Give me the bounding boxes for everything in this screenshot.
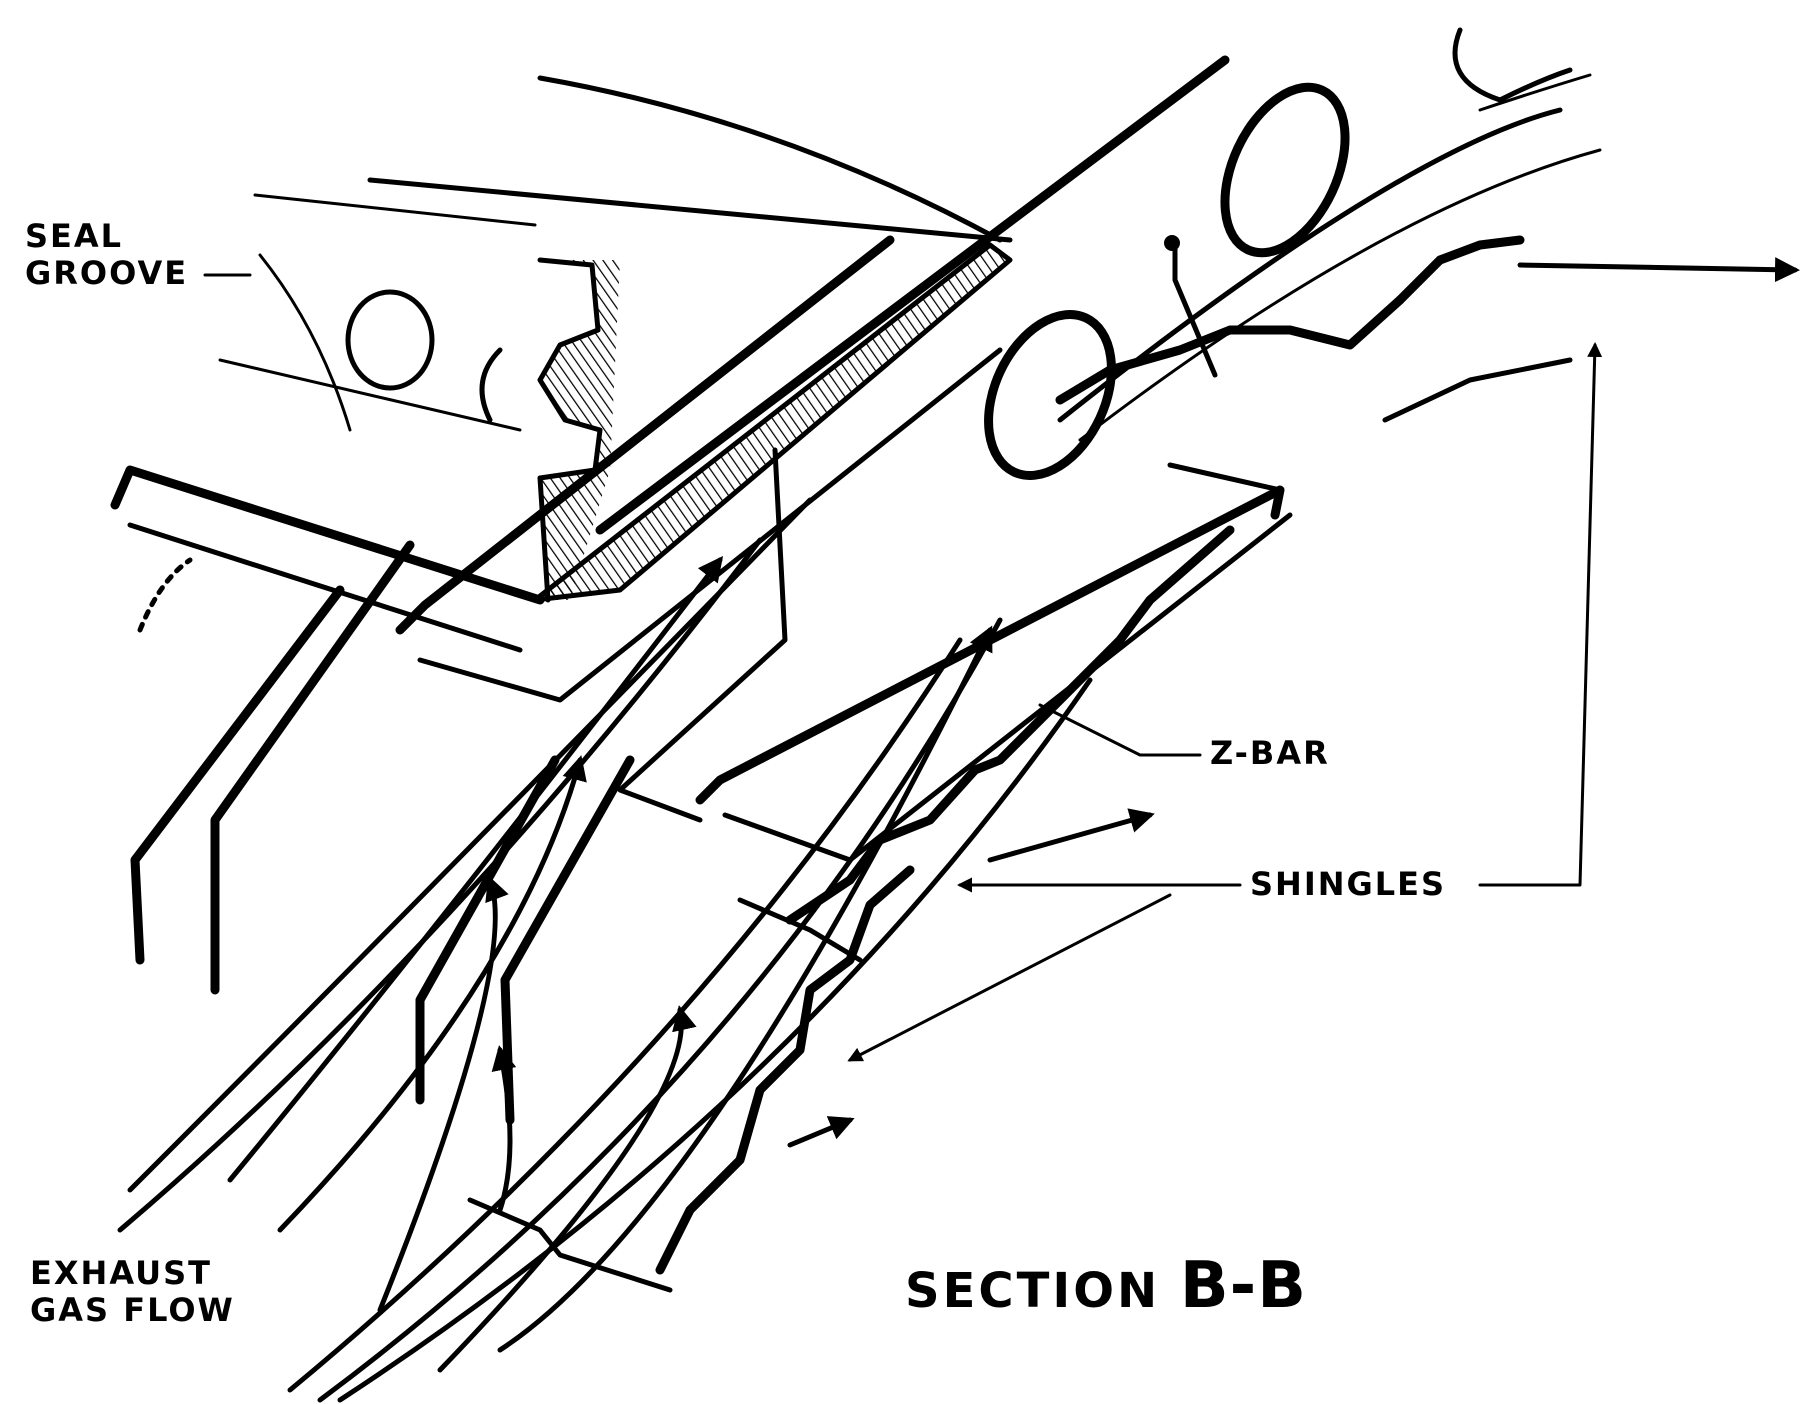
section-title: SECTION B-B <box>905 1249 1308 1324</box>
shingle-edges <box>467 235 1573 1293</box>
z-bar-strips <box>110 235 1293 863</box>
flow-curves <box>117 497 1093 1403</box>
exhaust-gas-flow-label: EXHAUST GAS FLOW <box>30 1255 235 1329</box>
vertical-fins <box>130 447 788 1125</box>
dotted-lines <box>137 557 193 633</box>
section-word: SECTION <box>905 1263 1161 1319</box>
leader-lines <box>203 253 1603 1062</box>
shingles-label: SHINGLES <box>1250 865 1447 903</box>
z-bar-label: Z-BAR <box>1210 734 1330 772</box>
flow-arrows <box>227 257 1800 1373</box>
exhaust-label-line1: EXHAUST <box>30 1254 212 1292</box>
seal-groove-label-line2: GROOVE <box>25 253 189 292</box>
seal-groove-label-line1: SEAL <box>25 217 124 255</box>
exhaust-label-line2: GAS FLOW <box>30 1290 235 1329</box>
section-id: B-B <box>1179 1249 1308 1323</box>
outer-liner <box>537 27 1602 535</box>
seal-groove-label: SEAL GROOVE <box>25 218 188 292</box>
seal-ring <box>218 177 1013 603</box>
